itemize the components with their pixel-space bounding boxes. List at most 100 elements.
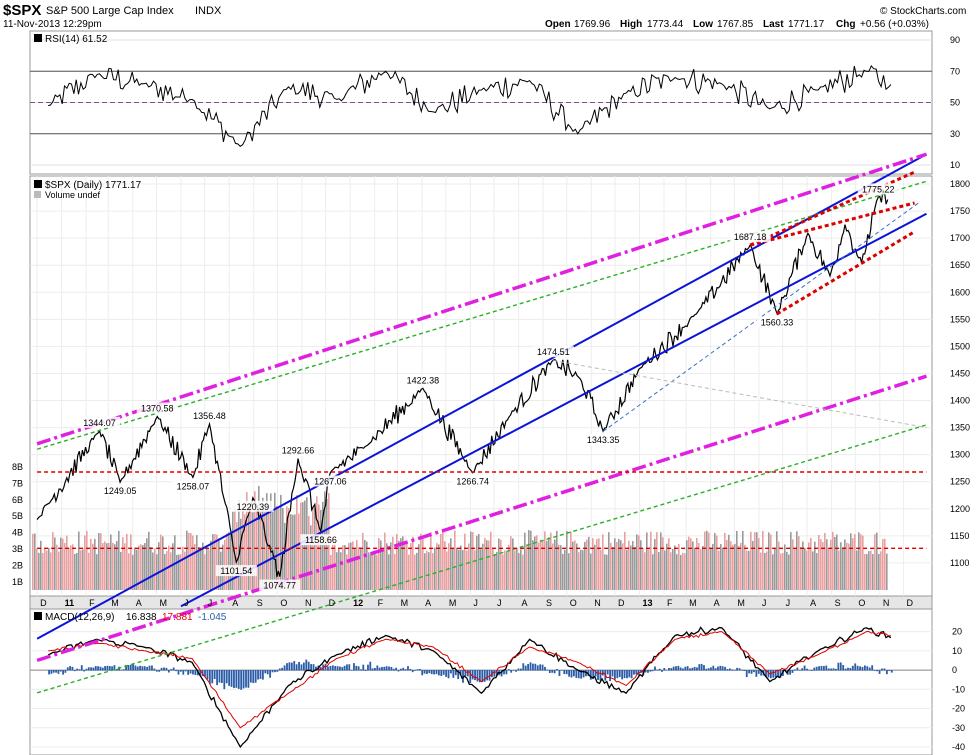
macd-histogram-bar xyxy=(859,666,861,671)
rsi-line xyxy=(48,64,892,147)
volume-bar xyxy=(720,544,722,590)
macd-histogram-bar xyxy=(589,670,592,680)
macd-histogram-bar xyxy=(546,669,549,671)
volume-bar xyxy=(418,544,420,590)
volume-bar xyxy=(192,535,194,590)
macd-histogram-bar xyxy=(830,668,833,671)
volume-bar xyxy=(102,543,104,590)
volume-bar xyxy=(568,553,570,590)
macd-histogram-bar xyxy=(73,670,76,672)
macd-histogram-bar xyxy=(407,666,409,671)
macd-histogram-bar xyxy=(883,668,886,671)
macd-histogram-bar xyxy=(822,666,825,671)
volume-bar xyxy=(702,546,704,590)
macd-tick-label: -20 xyxy=(952,704,965,714)
macd-histogram-bar xyxy=(125,664,127,671)
macd-histogram-bar xyxy=(616,670,619,679)
volume-bar xyxy=(72,544,74,590)
price-annotation: 1775.22 xyxy=(857,183,899,195)
macd-histogram-bar xyxy=(750,670,753,674)
volume-bar xyxy=(690,538,692,590)
volume-bar xyxy=(650,531,652,590)
volume-bar xyxy=(750,531,752,590)
volume-bar xyxy=(170,552,172,590)
volume-bar xyxy=(532,540,534,590)
price-annotation-text: 1267.06 xyxy=(314,476,347,486)
axis-labels: 90 70 50 30 10 1800 1750 1700 1650 1600 1550 1500 14… xyxy=(12,35,970,752)
volume-bar xyxy=(92,543,94,590)
volume-bar xyxy=(886,553,888,590)
macd-histogram-bar xyxy=(78,669,81,671)
price-annotation-bg xyxy=(259,579,301,591)
volume-bar xyxy=(74,553,76,590)
volume-bar xyxy=(292,514,294,590)
macd-histogram-bar xyxy=(115,669,118,671)
macd-histogram-bar xyxy=(693,666,696,671)
volume-bar xyxy=(634,546,636,590)
macd-legend-name: MACD(12,26,9) xyxy=(45,612,114,623)
volume-bar xyxy=(44,548,46,590)
volume-bar xyxy=(80,550,82,590)
price-annotation-bg xyxy=(277,444,319,456)
volume-bar xyxy=(618,538,620,590)
macd-histogram-bar xyxy=(450,670,452,674)
volume-bar xyxy=(362,532,364,590)
volume-bar xyxy=(488,540,490,590)
volume-bar xyxy=(632,541,634,590)
macd-histogram-bar xyxy=(721,666,724,671)
volume-bar xyxy=(776,531,778,590)
volume-bar xyxy=(582,550,584,590)
macd-histogram-bar xyxy=(827,668,830,671)
macd-histogram-bar xyxy=(388,666,390,671)
volume-bar xyxy=(342,545,344,590)
macd-histogram-bar xyxy=(69,666,71,671)
volume-bar xyxy=(616,542,618,590)
macd-histogram-bar xyxy=(211,670,214,684)
date-tick-label: J xyxy=(786,598,791,608)
volume-bar xyxy=(358,547,360,590)
volume-bar xyxy=(430,532,432,590)
volume-bar xyxy=(666,543,668,590)
macd-histogram-bar xyxy=(743,670,746,672)
macd-histogram-bar xyxy=(794,669,796,671)
volume-bar xyxy=(480,549,482,590)
macd-histogram-bar xyxy=(741,669,743,671)
macd-histogram-bar xyxy=(261,670,264,680)
volume-bar xyxy=(228,532,230,590)
macd-histogram-bar xyxy=(736,667,738,671)
macd-histogram-bar xyxy=(245,670,247,688)
volume-bar xyxy=(802,541,804,590)
trendline-magenta xyxy=(36,374,927,663)
volume-bar xyxy=(636,534,638,590)
volume-bar xyxy=(190,533,192,590)
macd-histogram-bar xyxy=(113,665,116,671)
date-tick-label: F xyxy=(89,598,95,608)
date-tick-label: D xyxy=(618,598,625,608)
price-tick-label: 1100 xyxy=(950,558,969,568)
macd-histogram-bar xyxy=(606,670,609,675)
price-tick-label: 1250 xyxy=(950,477,970,487)
macd-histogram-bar xyxy=(466,670,469,677)
price-annotation-bg xyxy=(532,346,574,358)
volume-bar xyxy=(82,549,84,590)
macd-histogram-bar xyxy=(495,670,498,677)
volume-bar xyxy=(386,543,388,590)
macd-histogram-bar xyxy=(228,670,231,686)
macd-histogram-bar xyxy=(565,670,568,675)
volume-bar xyxy=(838,550,840,590)
volume-bar xyxy=(294,514,296,590)
price-annotation-text: 1370.58 xyxy=(141,403,174,413)
volume-bar xyxy=(736,530,738,590)
price-annotation-text: 1258.07 xyxy=(177,481,210,491)
macd-histogram-bar xyxy=(556,669,558,671)
price-tick-label: 1400 xyxy=(950,396,970,406)
macd-histogram-bar xyxy=(80,665,83,671)
volume-bar xyxy=(772,554,774,590)
volume-bar xyxy=(298,513,300,590)
macd-histogram-bar xyxy=(476,670,479,682)
macd-histogram-bar xyxy=(414,670,416,671)
price-panel-frame xyxy=(29,175,933,597)
date-tick-label: M xyxy=(401,598,409,608)
macd-histogram-bar xyxy=(459,670,462,676)
volume-bar xyxy=(570,531,572,590)
